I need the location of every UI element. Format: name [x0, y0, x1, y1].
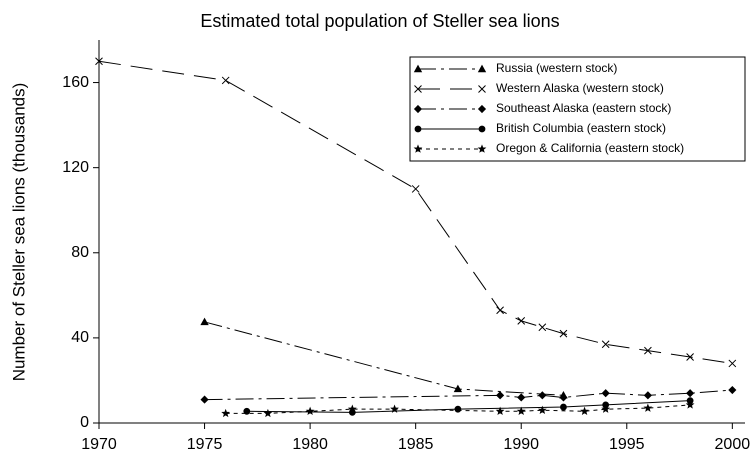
chart-title: Estimated total population of Steller se… — [200, 11, 559, 31]
legend-marker — [413, 144, 423, 153]
data-point — [516, 406, 526, 416]
data-point — [496, 306, 504, 315]
legend-marker — [477, 144, 487, 153]
x-tick-label: 1970 — [81, 436, 117, 453]
data-point — [347, 404, 357, 413]
data-point — [495, 406, 505, 416]
legend-marker — [413, 64, 423, 73]
data-point — [643, 403, 653, 412]
series-line — [98, 60, 733, 364]
data-point — [263, 408, 273, 418]
legend-marker — [414, 85, 422, 93]
legend-label: Western Alaska (western stock) — [496, 81, 664, 95]
data-point — [538, 391, 547, 400]
data-point — [728, 359, 737, 368]
legend-label: Russia (western stock) — [496, 61, 617, 75]
data-point — [538, 323, 547, 332]
data-point — [601, 389, 610, 398]
data-point — [453, 384, 463, 393]
data-point — [559, 393, 568, 402]
x-tick-label: 1995 — [609, 436, 645, 453]
y-axis-label: Number of Steller sea lions (thousands) — [9, 83, 28, 382]
data-point — [200, 317, 209, 326]
data-point — [560, 403, 567, 411]
x-tick-label: 2000 — [715, 436, 751, 453]
legend-label: Southeast Alaska (eastern stock) — [496, 101, 671, 115]
x-tick-label: 1985 — [398, 436, 434, 453]
y-tick-label: 120 — [62, 159, 89, 176]
data-point — [496, 391, 505, 400]
series-line — [204, 321, 564, 396]
data-point — [601, 404, 611, 413]
series-line — [246, 400, 691, 413]
data-point — [685, 400, 695, 409]
data-point — [95, 57, 103, 66]
series-line — [204, 389, 733, 401]
legend-marker — [477, 104, 487, 114]
data-point — [644, 346, 652, 355]
y-tick-label: 160 — [62, 74, 89, 91]
data-point — [221, 76, 230, 85]
data-point — [390, 404, 399, 413]
data-point — [200, 395, 209, 404]
legend-marker — [414, 125, 422, 133]
data-point — [221, 408, 231, 418]
data-point — [601, 340, 610, 349]
legend-marker — [413, 104, 423, 114]
data-point — [728, 385, 737, 395]
data-point — [559, 329, 568, 338]
y-tick-label: 40 — [71, 329, 89, 346]
series-line — [225, 404, 691, 414]
data-point — [580, 406, 589, 416]
data-point — [305, 406, 315, 416]
x-tick-label: 1980 — [292, 436, 328, 453]
x-tick-label: 1975 — [187, 436, 223, 453]
x-tick-label: 1990 — [503, 436, 539, 453]
y-tick-label: 80 — [71, 244, 89, 261]
data-point — [686, 353, 694, 361]
y-tick-label: 0 — [80, 414, 89, 431]
data-point — [517, 317, 526, 325]
legend-label: British Columbia (eastern stock) — [496, 121, 666, 135]
data-point — [537, 405, 547, 414]
data-point — [643, 391, 652, 400]
legend-label: Oregon & California (eastern stock) — [496, 141, 684, 155]
data-point — [686, 389, 695, 398]
data-point — [411, 185, 420, 193]
data-point — [454, 405, 462, 413]
data-point — [517, 393, 526, 402]
legend-marker — [478, 125, 486, 133]
legend-marker — [478, 85, 486, 93]
legend-marker — [477, 64, 487, 73]
